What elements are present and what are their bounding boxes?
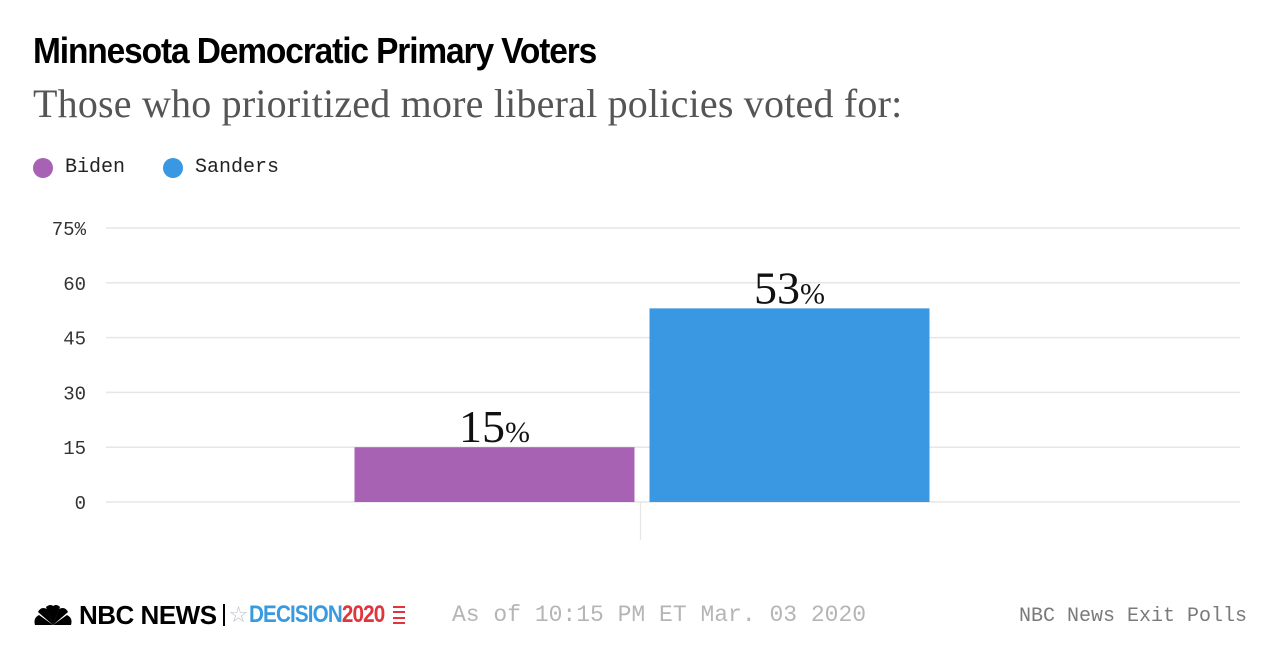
flag-stripes-icon [392,606,405,624]
y-tick-label: 60 [63,274,86,296]
y-tick-label: 30 [63,383,86,405]
data-label-value: 53 [754,262,800,313]
star-icon: ☆ [228,602,249,628]
decision-year: 2020 [342,601,385,628]
as-of-timestamp: As of 10:15 PM ET Mar. 03 2020 [452,602,867,628]
legend-item-sanders: Sanders [163,156,279,179]
y-tick-label: 0 [75,493,86,515]
data-label-sanders: 53% [754,262,825,313]
data-label-suffix: % [505,416,530,449]
legend-swatch-sanders [163,157,184,178]
legend-label-biden: Biden [65,156,126,179]
legend: Biden Sanders [33,156,317,179]
y-tick-label: 75% [52,219,87,241]
y-tick-label: 45 [63,329,86,351]
bar-sanders [649,308,930,502]
nbc-news-wordmark: NBC NEWS [79,599,217,630]
chart-subtitle: Those who prioritized more liberal polic… [33,81,903,126]
bar-biden [354,447,635,502]
nbc-news-logo: NBC NEWS ☆ DECISION2020 [33,600,405,630]
chart-title: Minnesota Democratic Primary Voters [33,30,597,71]
legend-item-biden: Biden [33,156,125,179]
data-label-value: 15 [459,401,505,452]
data-label-biden: 15% [459,401,530,452]
peacock-icon [34,605,72,625]
decision-word: DECISION [249,601,343,628]
source-credit: NBC News Exit Polls [1018,605,1247,628]
logo-separator [222,604,225,626]
y-tick-label: 15 [63,438,86,460]
decision-2020-wordmark: DECISION2020 [249,601,385,629]
legend-label-sanders: Sanders [195,156,280,179]
legend-swatch-biden [33,157,53,178]
data-label-suffix: % [800,277,825,310]
footer: NBC NEWS ☆ DECISION2020 As of 10:15 PM E… [0,596,1280,636]
